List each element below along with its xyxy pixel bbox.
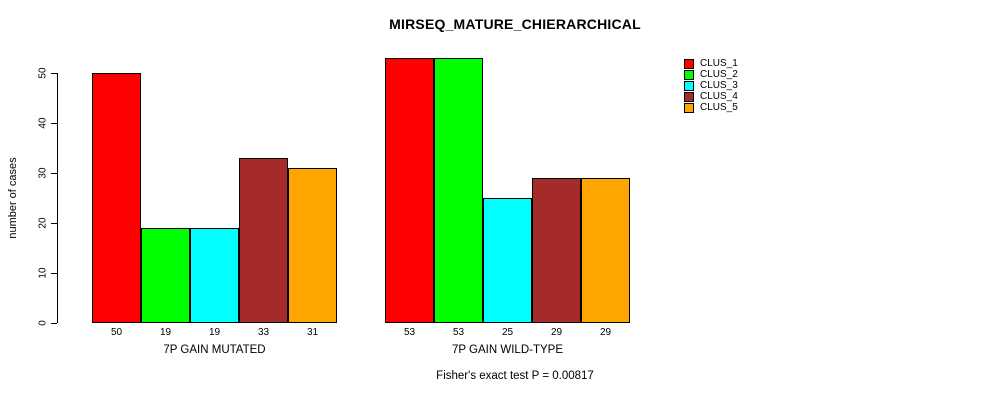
legend-swatch-icon [684, 80, 694, 91]
legend-swatch-icon [684, 58, 694, 69]
legend-label: CLUS_3 [700, 80, 738, 91]
bar-clus_4-group1 [239, 158, 288, 323]
bar-value-label: 33 [257, 327, 270, 338]
group-label-1: 7P GAIN MUTATED [163, 344, 266, 356]
bar-value-label: 19 [208, 327, 221, 338]
y-tick-label: 50 [37, 67, 49, 79]
legend-label: CLUS_2 [700, 69, 738, 80]
y-tick-mark [51, 323, 57, 324]
legend-row: CLUS_2 [684, 69, 738, 80]
legend-row: CLUS_5 [684, 102, 738, 113]
y-tick-mark [51, 123, 57, 124]
legend-swatch-icon [684, 102, 694, 113]
bar-clus_2-group1 [141, 228, 190, 323]
bar-clus_3-group2 [483, 198, 532, 323]
legend-label: CLUS_4 [700, 91, 738, 102]
bar-clus_1-group2 [385, 58, 434, 323]
bar-value-label: 19 [159, 327, 172, 338]
legend-label: CLUS_5 [700, 102, 738, 113]
bar-clus_3-group1 [190, 228, 239, 323]
y-tick-mark [51, 173, 57, 174]
y-tick-label: 10 [37, 267, 49, 279]
bar-value-label: 31 [306, 327, 319, 338]
bar-value-label: 53 [452, 327, 465, 338]
bar-clus_1-group1 [92, 73, 141, 323]
bar-clus_5-group2 [581, 178, 630, 323]
bar-value-label: 29 [550, 327, 563, 338]
bar-value-label: 53 [403, 327, 416, 338]
subtitle: Fisher's exact test P = 0.00817 [436, 370, 594, 382]
legend-row: CLUS_3 [684, 80, 738, 91]
bar-clus_4-group2 [532, 178, 581, 323]
legend-swatch-icon [684, 91, 694, 102]
bar-value-label: 25 [501, 327, 514, 338]
legend-label: CLUS_1 [700, 58, 738, 69]
y-tick-mark [51, 273, 57, 274]
y-tick-mark [51, 223, 57, 224]
y-tick-label: 0 [37, 320, 49, 326]
legend-row: CLUS_1 [684, 58, 738, 69]
y-tick-label: 30 [37, 167, 49, 179]
bar-value-label: 29 [599, 327, 612, 338]
bar-clus_5-group1 [288, 168, 337, 323]
y-axis [57, 73, 58, 323]
bar-value-label: 50 [110, 327, 123, 338]
y-tick-label: 20 [37, 217, 49, 229]
bar-clus_2-group2 [434, 58, 483, 323]
group-label-2: 7P GAIN WILD-TYPE [452, 344, 563, 356]
y-axis-label: number of cases [7, 157, 19, 239]
y-tick-label: 40 [37, 117, 49, 129]
y-tick-mark [51, 73, 57, 74]
chart-title: MIRSEQ_MATURE_CHIERARCHICAL [389, 16, 641, 32]
legend-row: CLUS_4 [684, 91, 738, 102]
legend-swatch-icon [684, 69, 694, 80]
legend: CLUS_1 CLUS_2 CLUS_3 CLUS_4 CLUS_5 [684, 58, 738, 113]
